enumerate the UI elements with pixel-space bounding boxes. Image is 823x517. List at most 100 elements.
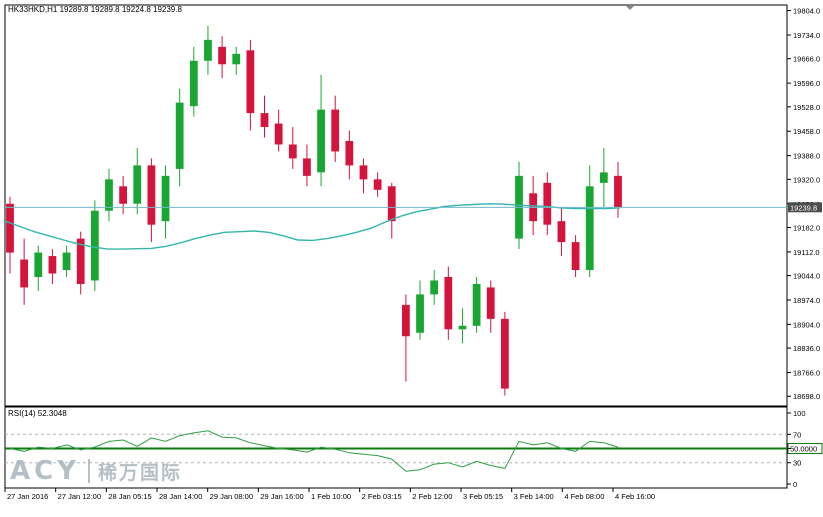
time-tick-label: 27 Jan 2016 (7, 492, 48, 501)
candle (76, 231, 85, 295)
candle (614, 161, 622, 218)
watermark-separator (88, 459, 91, 483)
price-tick-label: 19044.0 (793, 272, 820, 281)
price-tick-label: 19666.0 (793, 55, 820, 64)
candle (359, 158, 368, 194)
candle-body (119, 186, 128, 204)
time-tick-label: 2 Feb 03:15 (362, 492, 402, 501)
candle-body (585, 186, 594, 271)
candle-body (246, 50, 255, 114)
candle (402, 294, 410, 382)
candle-body (599, 172, 608, 183)
candle (486, 280, 495, 333)
chart-title: HK33HKD,H1 19289.8 19289.8 19224.8 19239… (8, 5, 182, 14)
time-tick-label: 4 Feb 16:00 (615, 492, 655, 501)
time-tick-label: 4 Feb 08:00 (564, 492, 604, 501)
candle-body (204, 39, 212, 61)
candle (161, 165, 170, 239)
candle (317, 74, 325, 187)
candle (105, 168, 113, 222)
candle-body (416, 294, 424, 333)
rsi-line (9, 430, 619, 472)
candle (585, 165, 594, 277)
time-tick-label: 28 Jan 14:00 (159, 492, 202, 501)
candle (260, 95, 269, 138)
time-tick-label: 2 Feb 12:00 (412, 492, 452, 501)
candle-body (274, 123, 283, 145)
candle-body (331, 109, 340, 152)
candle-body (90, 210, 99, 281)
candle (387, 182, 396, 239)
price-tick-label: 19320.0 (793, 175, 820, 184)
price-tick-label: 18836.0 (793, 344, 820, 353)
candle-body (175, 102, 184, 169)
candle (232, 46, 241, 75)
price-tick-label: 19388.0 (793, 152, 820, 161)
price-tick-label: 18974.0 (793, 296, 820, 305)
time-tick-label: 3 Feb 14:00 (514, 492, 554, 501)
candle (500, 311, 509, 396)
candle-body (133, 165, 142, 204)
price-tick-label: 19804.0 (793, 7, 820, 16)
candle (444, 266, 453, 340)
candle-body (472, 283, 481, 326)
candle-body (500, 318, 509, 389)
watermark-cjk-text: 稀万国际 (98, 461, 183, 484)
candle-body (105, 179, 113, 211)
price-tick-label: 19458.0 (793, 127, 820, 136)
candle-body (303, 158, 311, 176)
price-panel-frame (4, 4, 788, 407)
candle-body (189, 60, 198, 107)
candle (458, 308, 467, 344)
rsi-tick-label: 0 (793, 480, 797, 489)
candle (274, 109, 283, 152)
candle-body (48, 256, 57, 274)
time-tick-label: 28 Jan 05:15 (108, 492, 151, 501)
rsi-tick-label: 50.0000 (790, 445, 817, 454)
candle-body (458, 325, 467, 330)
price-tick-label: 18766.0 (793, 369, 820, 378)
current-price-label: 19239.8 (790, 203, 817, 212)
candle (147, 158, 156, 243)
time-tick-label: 3 Feb 05:15 (463, 492, 503, 501)
candle-body (614, 175, 622, 208)
rsi-tick-label: 100 (793, 409, 806, 418)
candle-body (161, 175, 170, 222)
candle (571, 235, 580, 277)
candle (34, 245, 43, 291)
candle (62, 245, 71, 277)
candle-body (430, 280, 439, 295)
chart-shift-marker[interactable] (626, 6, 634, 10)
candle (90, 200, 99, 291)
candle (218, 36, 226, 79)
candle (20, 238, 29, 305)
candle (543, 172, 552, 236)
candle-body (543, 182, 552, 225)
candle (133, 147, 142, 215)
candle-body (147, 165, 156, 225)
time-tick-label: 1 Feb 10:00 (311, 492, 351, 501)
candle (416, 280, 424, 340)
candle-body (232, 53, 241, 65)
candle-body (62, 252, 71, 271)
candle-body (486, 287, 495, 319)
candle-body (373, 179, 382, 190)
price-tick-label: 19182.0 (793, 223, 820, 232)
rsi-tick-label: 30 (793, 459, 801, 468)
candle (119, 175, 128, 215)
time-tick-label: 29 Jan 08:00 (210, 492, 253, 501)
price-tick-label: 18698.0 (793, 392, 820, 401)
candle-body (288, 144, 297, 159)
candle-body (317, 109, 325, 173)
candle-body (359, 165, 368, 180)
time-tick-label: 27 Jan 12:00 (58, 492, 101, 501)
price-tick-label: 19734.0 (793, 31, 820, 40)
candle (345, 130, 354, 180)
candle (204, 25, 212, 75)
candle (48, 249, 57, 284)
candle-body (557, 221, 566, 243)
candle (331, 95, 340, 162)
candle-body (6, 203, 14, 253)
